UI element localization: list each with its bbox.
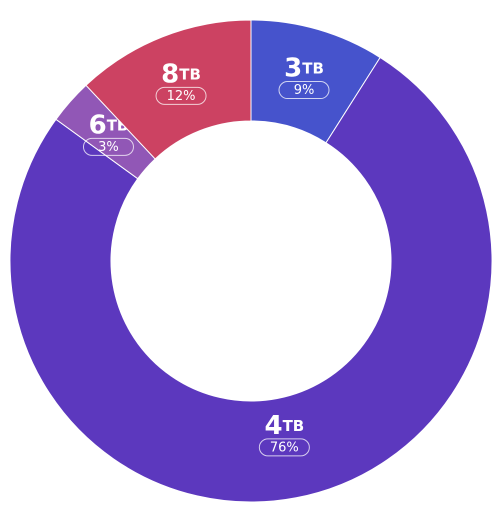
percent-label: 76% [270,440,299,455]
percent-pill [258,438,310,457]
segment-unit: TB [283,416,305,434]
segment-label: 4TB [264,410,304,440]
segment-value: 8 [161,59,179,89]
percent-pill [278,81,330,100]
segment-value: 6 [89,110,107,140]
segment-unit: TB [302,59,324,77]
percent-label: 12% [167,89,196,104]
segment-value: 3 [284,53,302,83]
donut-segment [9,56,493,503]
segment-label: 8TB [161,59,201,89]
percent-pill [155,86,207,105]
percent-label: 9% [294,83,315,98]
percent-pill [82,137,134,156]
segment-unit: TB [179,65,201,83]
segment-value: 4 [264,410,282,440]
segment-label: 3TB [284,53,324,83]
donut-segment [85,19,252,160]
percent-label: 3% [98,140,119,155]
